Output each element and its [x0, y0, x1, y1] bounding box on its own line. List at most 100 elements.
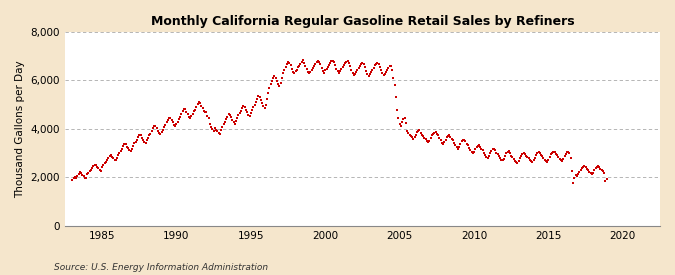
Point: [310, 62, 321, 66]
Point: [213, 131, 224, 135]
Point: [358, 62, 369, 66]
Point: [267, 79, 277, 84]
Point: [67, 178, 78, 182]
Point: [548, 150, 559, 154]
Point: [139, 140, 150, 144]
Point: [573, 172, 584, 177]
Point: [517, 152, 528, 156]
Point: [119, 142, 130, 146]
Point: [580, 165, 591, 170]
Point: [356, 62, 367, 66]
Point: [269, 73, 280, 78]
Point: [153, 128, 163, 133]
Point: [542, 160, 553, 164]
Point: [449, 141, 460, 145]
Point: [387, 68, 398, 72]
Point: [381, 70, 392, 74]
Point: [237, 106, 248, 110]
Point: [142, 136, 153, 140]
Point: [239, 105, 250, 109]
Point: [231, 119, 242, 123]
Point: [414, 127, 425, 132]
Point: [489, 147, 500, 151]
Point: [277, 71, 288, 75]
Point: [222, 114, 233, 119]
Point: [87, 166, 98, 170]
Point: [212, 129, 223, 134]
Point: [114, 150, 125, 155]
Point: [129, 141, 140, 146]
Point: [190, 108, 200, 112]
Point: [288, 70, 298, 74]
Point: [382, 68, 393, 72]
Point: [599, 170, 610, 175]
Point: [583, 168, 593, 173]
Point: [475, 144, 485, 149]
Point: [234, 111, 245, 116]
Point: [338, 63, 349, 68]
Point: [338, 65, 348, 69]
Point: [89, 163, 100, 167]
Point: [275, 81, 286, 86]
Point: [157, 128, 168, 132]
Point: [558, 157, 569, 161]
Point: [304, 71, 315, 76]
Point: [256, 101, 267, 105]
Point: [130, 140, 141, 144]
Point: [556, 158, 566, 162]
Point: [330, 63, 341, 67]
Point: [348, 73, 359, 77]
Point: [219, 120, 230, 124]
Point: [313, 58, 323, 63]
Point: [71, 176, 82, 181]
Point: [600, 178, 611, 183]
Point: [88, 164, 99, 169]
Point: [227, 117, 238, 122]
Point: [265, 82, 276, 86]
Point: [242, 110, 252, 114]
Point: [399, 116, 410, 120]
Point: [314, 60, 325, 64]
Point: [360, 65, 371, 70]
Point: [148, 126, 159, 131]
Point: [228, 120, 239, 125]
Point: [84, 169, 95, 173]
Point: [431, 132, 442, 136]
Point: [378, 73, 389, 77]
Point: [170, 124, 181, 129]
Point: [554, 156, 565, 161]
Point: [392, 107, 402, 112]
Point: [588, 170, 599, 175]
Point: [375, 65, 385, 69]
Point: [160, 123, 171, 128]
Point: [483, 154, 494, 158]
Point: [263, 90, 273, 95]
Point: [454, 145, 464, 149]
Point: [109, 158, 120, 162]
Point: [117, 144, 128, 148]
Point: [186, 114, 197, 118]
Point: [99, 161, 110, 166]
Point: [601, 177, 612, 181]
Point: [468, 150, 479, 154]
Point: [543, 158, 554, 163]
Point: [376, 68, 387, 72]
Point: [579, 164, 590, 168]
Point: [522, 154, 533, 159]
Point: [429, 130, 440, 135]
Point: [317, 69, 328, 73]
Point: [529, 155, 540, 160]
Point: [132, 138, 142, 142]
Point: [421, 137, 431, 142]
Point: [547, 151, 558, 155]
Point: [514, 156, 525, 160]
Point: [144, 133, 155, 138]
Point: [92, 165, 103, 169]
Point: [292, 68, 302, 72]
Point: [512, 160, 523, 165]
Point: [102, 158, 113, 162]
Point: [587, 172, 597, 176]
Point: [563, 150, 574, 154]
Point: [511, 160, 522, 164]
Point: [332, 69, 343, 73]
